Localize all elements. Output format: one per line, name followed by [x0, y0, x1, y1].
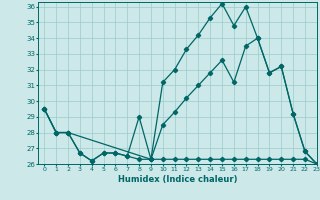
- X-axis label: Humidex (Indice chaleur): Humidex (Indice chaleur): [118, 175, 237, 184]
